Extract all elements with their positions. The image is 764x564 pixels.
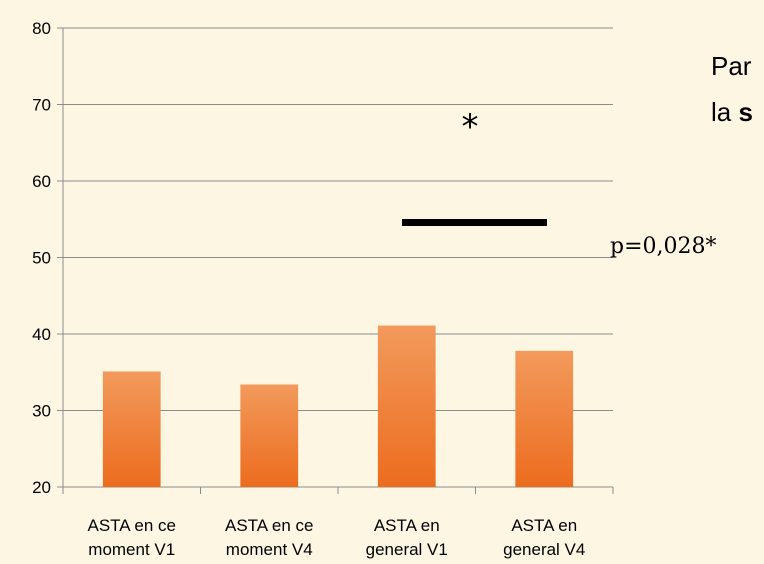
side-text-line1: Par [711, 51, 752, 81]
x-category-label: moment V4 [226, 540, 313, 559]
y-tick-label: 80 [32, 19, 51, 38]
bar [377, 325, 436, 487]
x-category-label: general V4 [503, 540, 585, 559]
side-text-line2-plain: la [711, 97, 738, 127]
y-tick-label: 20 [32, 478, 51, 497]
side-text-line2: la s [711, 97, 753, 127]
significance-bar [402, 219, 547, 226]
x-category-label: general V1 [366, 540, 448, 559]
bar [515, 350, 574, 487]
side-text-line2-bold: s [738, 97, 752, 127]
bar [102, 371, 161, 487]
y-tick-label: 70 [32, 96, 51, 115]
x-category-label: moment V1 [88, 540, 175, 559]
x-category-label: ASTA en [511, 516, 577, 535]
bar [240, 384, 299, 487]
bars [102, 325, 574, 487]
y-tick-label: 50 [32, 249, 51, 268]
axis-labels: 20 30 40 50 60 70 80 ASTA en ce moment V1 ASTA en… [32, 19, 585, 559]
y-tick-label: 60 [32, 172, 51, 191]
x-category-label: ASTA en [374, 516, 440, 535]
p-value-label: p=0,028* [610, 234, 717, 259]
y-tick-label: 40 [32, 325, 51, 344]
x-category-label: ASTA en ce [87, 516, 176, 535]
y-tick-label: 30 [32, 402, 51, 421]
significance-star: * [462, 107, 479, 147]
x-category-label: ASTA en ce [225, 516, 314, 535]
